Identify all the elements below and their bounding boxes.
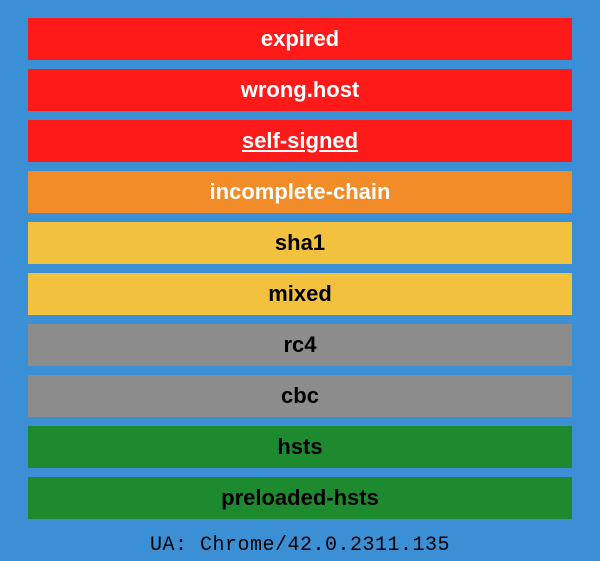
row-label: self-signed	[242, 128, 358, 154]
row-label: preloaded-hsts	[221, 485, 379, 511]
row-self-signed[interactable]: self-signed	[28, 120, 572, 162]
row-rc4[interactable]: rc4	[28, 324, 572, 366]
row-label: rc4	[283, 332, 316, 358]
row-label: cbc	[281, 383, 319, 409]
row-label: hsts	[277, 434, 322, 460]
row-expired[interactable]: expired	[28, 18, 572, 60]
row-label: wrong.host	[241, 77, 360, 103]
row-hsts[interactable]: hsts	[28, 426, 572, 468]
row-label: incomplete-chain	[210, 179, 391, 205]
row-mixed[interactable]: mixed	[28, 273, 572, 315]
row-incomplete-chain[interactable]: incomplete-chain	[28, 171, 572, 213]
row-label: expired	[261, 26, 339, 52]
row-cbc[interactable]: cbc	[28, 375, 572, 417]
row-sha1[interactable]: sha1	[28, 222, 572, 264]
row-label: sha1	[275, 230, 325, 256]
row-wrong-host[interactable]: wrong.host	[28, 69, 572, 111]
row-preloaded-hsts[interactable]: preloaded-hsts	[28, 477, 572, 519]
user-agent-line: UA: Chrome/42.0.2311.135	[150, 534, 450, 557]
row-label: mixed	[268, 281, 332, 307]
